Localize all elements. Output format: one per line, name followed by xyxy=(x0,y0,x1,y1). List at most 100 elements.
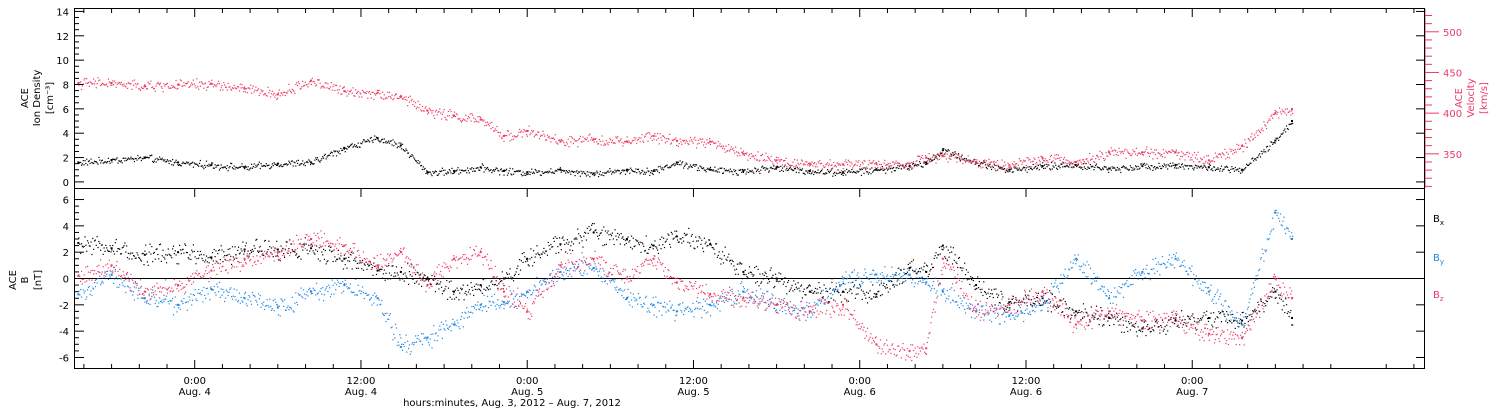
data-point xyxy=(1042,162,1044,164)
data-point xyxy=(173,253,175,255)
data-point xyxy=(205,160,208,162)
data-point xyxy=(1049,290,1051,292)
data-point xyxy=(710,169,712,171)
data-point xyxy=(857,293,859,295)
data-point xyxy=(906,168,909,170)
data-point xyxy=(340,255,342,257)
data-point xyxy=(1069,164,1071,166)
data-point xyxy=(364,264,366,266)
data-point xyxy=(1089,163,1092,166)
data-point xyxy=(1001,159,1003,161)
data-point xyxy=(981,288,983,290)
data-point xyxy=(1259,298,1262,300)
data-point xyxy=(113,250,115,252)
data-point xyxy=(1097,317,1099,320)
data-point xyxy=(1037,164,1040,167)
data-point xyxy=(96,236,98,238)
data-point xyxy=(1004,171,1007,173)
data-point xyxy=(160,300,162,302)
data-point xyxy=(1071,163,1073,165)
data-point xyxy=(948,157,950,159)
data-point xyxy=(734,269,736,271)
data-point xyxy=(393,333,395,335)
data-point xyxy=(559,167,562,169)
data-point xyxy=(412,104,414,106)
data-point xyxy=(341,292,343,294)
data-point xyxy=(452,290,454,292)
data-point xyxy=(457,289,459,292)
data-point xyxy=(91,161,93,164)
data-point xyxy=(79,243,81,245)
data-point xyxy=(409,274,411,276)
data-point xyxy=(1115,154,1118,156)
data-point xyxy=(100,84,102,87)
data-point xyxy=(181,85,183,87)
data-point xyxy=(1121,316,1124,318)
data-point xyxy=(369,298,372,300)
data-point xyxy=(605,243,607,246)
data-point xyxy=(222,89,224,91)
data-point xyxy=(902,281,904,283)
data-point xyxy=(452,173,454,175)
data-point xyxy=(248,87,250,89)
data-point xyxy=(860,167,863,170)
data-point xyxy=(637,242,640,244)
data-point xyxy=(650,172,652,174)
data-point xyxy=(883,282,885,284)
data-point xyxy=(846,171,849,174)
data-point xyxy=(1202,166,1204,168)
data-point xyxy=(290,90,292,93)
data-point xyxy=(865,297,867,299)
data-point xyxy=(276,98,278,100)
data-point xyxy=(1247,164,1249,167)
data-point xyxy=(981,163,983,165)
data-point xyxy=(173,162,175,164)
data-point xyxy=(962,162,964,165)
data-point xyxy=(1124,167,1126,169)
data-point xyxy=(1051,293,1053,296)
data-point xyxy=(549,171,551,173)
data-point xyxy=(907,167,909,170)
data-point xyxy=(158,302,160,304)
data-point xyxy=(927,275,929,278)
data-point xyxy=(748,266,751,268)
data-point xyxy=(511,174,513,176)
data-point xyxy=(1002,166,1004,168)
data-point xyxy=(1196,321,1198,323)
data-point xyxy=(237,85,239,88)
data-point xyxy=(1094,316,1096,319)
data-point xyxy=(204,261,206,263)
data-point xyxy=(1224,166,1226,168)
data-point xyxy=(1158,162,1160,164)
data-point xyxy=(791,284,793,287)
data-point xyxy=(143,156,146,159)
data-point xyxy=(489,301,491,303)
data-point xyxy=(646,252,648,254)
data-point xyxy=(633,245,635,248)
data-point xyxy=(162,249,164,251)
data-point xyxy=(110,247,113,250)
data-point xyxy=(647,252,649,254)
data-point xyxy=(551,171,554,173)
data-point xyxy=(1006,168,1008,170)
data-point xyxy=(823,166,825,169)
data-point xyxy=(671,233,673,235)
data-point xyxy=(666,164,668,166)
data-point xyxy=(650,135,653,137)
data-point xyxy=(838,291,840,294)
data-point xyxy=(1034,166,1036,168)
data-point xyxy=(617,232,619,235)
data-point xyxy=(382,314,385,316)
data-point xyxy=(1036,161,1038,163)
data-point xyxy=(1134,151,1136,153)
data-point xyxy=(125,291,127,294)
data-point xyxy=(584,137,586,140)
data-point xyxy=(674,164,676,167)
data-point xyxy=(1278,294,1280,296)
data-point xyxy=(1171,149,1173,151)
data-point xyxy=(492,283,494,286)
data-point xyxy=(434,170,437,172)
data-point xyxy=(277,259,280,261)
data-point xyxy=(741,168,744,171)
data-point xyxy=(736,263,738,265)
